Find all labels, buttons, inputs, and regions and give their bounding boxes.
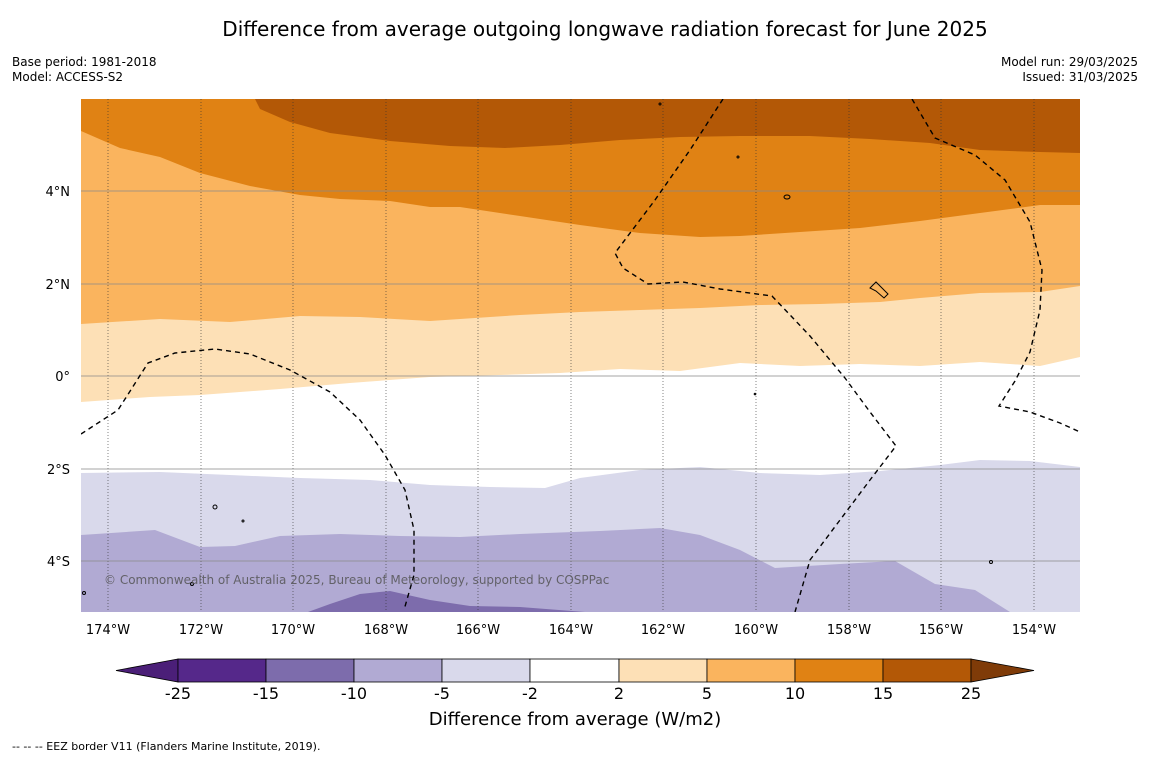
eez-footnote: -- -- -- EEZ border V11 (Flanders Marine… [12, 740, 321, 753]
colorbar-segment [529, 658, 620, 683]
band-15-25 [255, 99, 1080, 153]
lon-label: 172°W [179, 623, 223, 638]
latitude-labels: 4°N 2°N 0° 2°S 4°S [46, 185, 71, 570]
colorbar-segment [177, 658, 267, 683]
colorbar-segment [441, 658, 531, 683]
map-title: Difference from average outgoing longwav… [222, 17, 988, 41]
colorbar-segment [706, 658, 796, 683]
lon-label: 168°W [364, 623, 408, 638]
latitude-gridlines [81, 190, 1080, 562]
colorbar-segment [353, 658, 443, 683]
colorbar-tick-label: -15 [253, 684, 279, 703]
lat-label: 0° [55, 370, 70, 385]
islands [82, 102, 993, 595]
colorbar-title: Difference from average (W/m2) [428, 709, 722, 730]
longitude-labels: 174°W 172°W 170°W 168°W 166°W 164°W 162°… [86, 623, 1056, 638]
colorbar: -25 -15 -10 -5 -2 2 5 10 15 25 [115, 658, 1035, 703]
lon-label: 174°W [86, 623, 130, 638]
colorbar-tick-label: 2 [614, 684, 624, 703]
lon-label: 156°W [919, 623, 963, 638]
colorbar-segment [794, 658, 884, 683]
colorbar-tick-label: 15 [873, 684, 893, 703]
lon-label: 162°W [641, 623, 685, 638]
colorbar-extend-low [115, 658, 179, 683]
colorbar-tick-label: 5 [702, 684, 712, 703]
colorbar-tick-label: -2 [522, 684, 538, 703]
colorbar-tick-label: 10 [785, 684, 805, 703]
eez-borders [81, 99, 1080, 612]
meta-right: Model run: 29/03/2025 Issued: 31/03/2025 [1001, 55, 1138, 85]
colorbar-segment [618, 658, 708, 683]
base-period-text: Base period: 1981-2018 [12, 55, 157, 69]
colorbar-tick-label: -25 [165, 684, 191, 703]
model-run-text: Model run: 29/03/2025 [1000, 55, 1138, 69]
lon-label: 166°W [456, 623, 500, 638]
lon-label: 154°W [1012, 623, 1056, 638]
copyright-text: © Commonwealth of Australia 2025, Bureau… [104, 573, 609, 587]
lat-label: 4°N [46, 185, 71, 200]
lat-label: 2°S [47, 463, 70, 478]
colorbar-extend-high [970, 658, 1035, 683]
issued-text: Issued: 31/03/2025 [1022, 70, 1138, 84]
lon-label: 158°W [827, 623, 871, 638]
model-text: Model: ACCESS-S2 [12, 70, 124, 84]
lon-label: 164°W [549, 623, 593, 638]
colorbar-segment [882, 658, 972, 683]
lat-label: 2°N [46, 278, 71, 293]
band-neg5-neg10 [81, 528, 1010, 612]
lon-label: 160°W [734, 623, 778, 638]
colorbar-segment [265, 658, 355, 683]
map-area: © Commonwealth of Australia 2025, Bureau… [81, 99, 1080, 612]
meta-left: Base period: 1981-2018 Model: ACCESS-S2 [12, 55, 157, 85]
lon-label: 170°W [271, 623, 315, 638]
band-neg10-neg15 [308, 591, 585, 612]
lat-label: 4°S [47, 555, 70, 570]
colorbar-tick-label: -10 [341, 684, 367, 703]
colorbar-tick-label: 25 [961, 684, 981, 703]
colorbar-tick-label: -5 [434, 684, 450, 703]
